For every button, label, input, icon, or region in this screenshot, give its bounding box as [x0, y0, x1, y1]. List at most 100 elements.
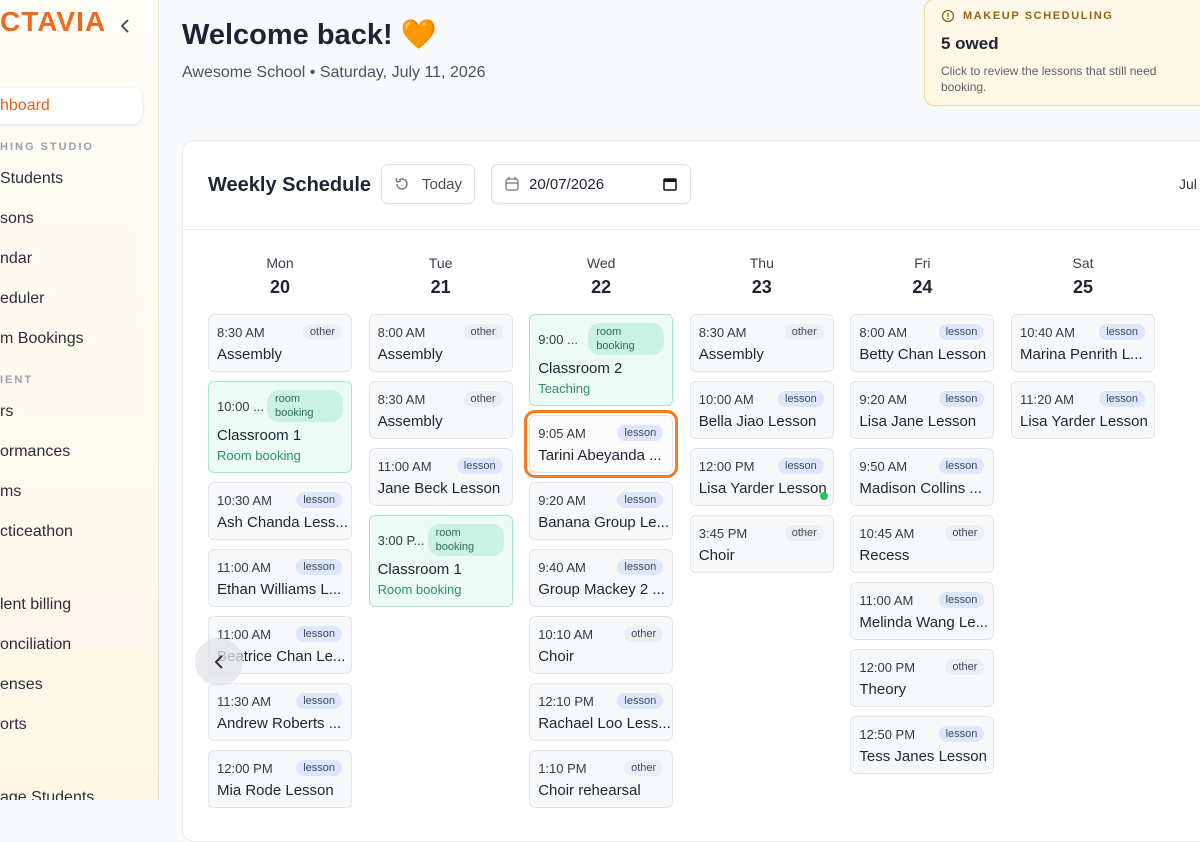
- event-tag: other: [784, 525, 824, 541]
- event-tag: lesson: [938, 726, 985, 742]
- nav-section-heading: HING STUDIO: [0, 141, 95, 153]
- event-tag: lesson: [938, 324, 985, 340]
- event-card[interactable]: other 10:10 AM Choir: [529, 616, 674, 674]
- event-card[interactable]: lesson 9:20 AM Lisa Jane Lesson: [850, 381, 995, 439]
- event-card[interactable]: lesson 11:20 AM Lisa Yarder Lesson: [1011, 381, 1155, 439]
- event-card[interactable]: lesson 12:00 PM Mia Rode Lesson: [208, 750, 352, 808]
- divider: [183, 229, 1200, 230]
- event-title: Bella Jiao Lesson: [698, 413, 817, 430]
- event-tag: lesson: [938, 592, 985, 608]
- event-card[interactable]: other 12:00 PM Theory: [850, 649, 995, 707]
- event-card[interactable]: lesson 11:30 AM Andrew Roberts ...: [208, 683, 352, 741]
- event-card[interactable]: lesson 10:40 AM Marina Penrith L...: [1011, 314, 1155, 372]
- event-time: 12:00 PM: [698, 459, 755, 474]
- event-card[interactable]: lesson 11:00 AM Jane Beck Lesson: [368, 448, 513, 506]
- event-card[interactable]: room booking 3:00 P... Classroom 1 Room boo…: [368, 515, 513, 607]
- event-card[interactable]: other 8:00 AM Assembly: [368, 314, 513, 372]
- nav-link[interactable]: age Students: [0, 789, 95, 800]
- date-value: 20/07/2026: [529, 176, 605, 193]
- event-tag: lesson: [617, 425, 664, 441]
- event-card[interactable]: lesson 8:00 AM Betty Chan Lesson: [850, 314, 995, 372]
- picker-icon[interactable]: [662, 176, 678, 192]
- nav-link[interactable]: m Bookings: [0, 330, 84, 347]
- event-card[interactable]: room booking 10:00 ... Classroom 1 Room boo…: [208, 381, 352, 473]
- nav-section-heading: IENT: [0, 374, 34, 386]
- event-tag: lesson: [617, 693, 664, 709]
- day-date: 23: [751, 277, 772, 297]
- event-card[interactable]: lesson 10:00 AM Bella Jiao Lesson: [689, 381, 834, 439]
- welcome-subtitle: Awesome School • Saturday, July 11, 2026: [182, 64, 486, 81]
- event-tag: other: [463, 324, 503, 340]
- makeup-card[interactable]: MAKEUP SCHEDULING 5 owed Click to review…: [924, 0, 1200, 106]
- event-card[interactable]: other 8:30 AM Assembly: [208, 314, 352, 372]
- event-card[interactable]: lesson 11:00 AM Ethan Williams L...: [208, 549, 352, 607]
- nav-link[interactable]: onciliation: [0, 636, 72, 653]
- event-title: Theory: [859, 681, 907, 698]
- prev-button[interactable]: [195, 638, 243, 686]
- prev-icon: [214, 655, 223, 669]
- nav-link[interactable]: ormances: [0, 443, 71, 460]
- day-name: Thu: [749, 255, 774, 271]
- event-title: Tess Janes Lesson: [859, 748, 987, 765]
- nav-link[interactable]: ms: [0, 483, 22, 500]
- event-title: Assembly: [698, 346, 764, 363]
- nav-link[interactable]: hboard: [0, 97, 50, 114]
- event-tag: lesson: [296, 760, 342, 776]
- nav-link[interactable]: lent billing: [0, 596, 72, 613]
- event-time: 10:10 AM: [538, 627, 594, 642]
- collapse-icon[interactable]: [118, 18, 132, 34]
- event-tag: lesson: [1099, 391, 1145, 407]
- event-title: Assembly: [377, 413, 443, 430]
- nav-link[interactable]: orts: [0, 716, 27, 733]
- event-title: Tarini Abeyanda ...: [538, 447, 662, 464]
- event-card[interactable]: lesson 9:05 AM Tarini Abeyanda ...: [524, 410, 679, 478]
- event-card[interactable]: room booking 9:00 ... Classroom 2 Teaching: [529, 314, 674, 406]
- day-date: 21: [430, 277, 451, 297]
- event-card[interactable]: other 1:10 PM Choir rehearsal: [529, 750, 674, 808]
- logo[interactable]: CTAVIA: [0, 6, 107, 37]
- event-card[interactable]: other 8:30 AM Assembly: [368, 381, 513, 439]
- event-card[interactable]: other 3:45 PM Choir: [689, 515, 834, 573]
- event-tag: lesson: [296, 693, 342, 709]
- event-card[interactable]: lesson 9:20 AM Banana Group Le...: [529, 482, 674, 540]
- event-title: Choir: [698, 547, 735, 564]
- nav-link[interactable]: ndar: [0, 250, 33, 267]
- event-card[interactable]: lesson 12:50 PM Tess Janes Lesson: [850, 716, 995, 774]
- day-date: 24: [912, 277, 933, 297]
- event-tag: lesson: [296, 626, 342, 642]
- event-card[interactable]: lesson 11:00 AM Melinda Wang Le...: [850, 582, 995, 640]
- today-button[interactable]: Today: [381, 164, 475, 204]
- event-time: 8:30 AM: [217, 325, 265, 340]
- event-tag: lesson: [617, 492, 664, 508]
- nav-link[interactable]: sons: [0, 210, 34, 227]
- event-tag: other: [463, 391, 503, 407]
- event-tag: other: [945, 525, 985, 541]
- event-card[interactable]: lesson 11:00 AM Beatrice Chan Le...: [208, 616, 352, 674]
- event-time: 12:50 PM: [859, 727, 916, 742]
- event-time: 11:30 AM: [217, 694, 271, 709]
- event-tag: lesson: [1099, 324, 1145, 340]
- event-card[interactable]: lesson 12:10 PM Rachael Loo Less...: [529, 683, 674, 741]
- event-card[interactable]: lesson 12:00 PM Lisa Yarder Lesson: [689, 448, 834, 506]
- month-label: Jul: [1179, 176, 1197, 192]
- event-card[interactable]: lesson 10:30 AM Ash Chanda Less...: [208, 482, 352, 540]
- event-time: 9:40 AM: [538, 560, 586, 575]
- event-card[interactable]: other 8:30 AM Assembly: [689, 314, 834, 372]
- event-subtitle: Room booking: [217, 448, 301, 463]
- event-time: 3:45 PM: [698, 526, 748, 541]
- event-card[interactable]: lesson 9:50 AM Madison Collins ...: [850, 448, 995, 506]
- event-card[interactable]: other 10:45 AM Recess: [850, 515, 995, 573]
- event-time: 12:00 PM: [859, 660, 916, 675]
- event-tag: room booking: [427, 524, 504, 556]
- date-input[interactable]: 20/07/2026: [491, 164, 691, 204]
- nav-link[interactable]: rs: [0, 403, 14, 420]
- day-date: 20: [269, 277, 291, 297]
- nav-link[interactable]: eduler: [0, 290, 45, 307]
- nav-link[interactable]: cticeathon: [0, 523, 73, 540]
- event-time: 11:00 AM: [377, 459, 432, 474]
- event-time: 12:10 PM: [538, 694, 594, 709]
- nav-link[interactable]: Students: [0, 170, 64, 187]
- day-name: Tue: [428, 255, 453, 271]
- nav-link[interactable]: enses: [0, 676, 43, 693]
- event-card[interactable]: lesson 9:40 AM Group Mackey 2 ...: [529, 549, 674, 607]
